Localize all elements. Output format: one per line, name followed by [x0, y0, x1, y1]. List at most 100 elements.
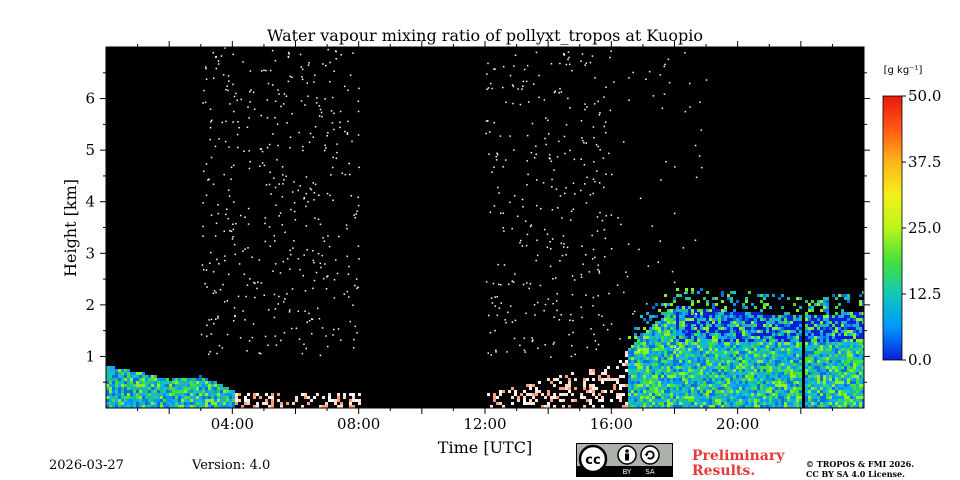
heatmap-cell	[679, 357, 682, 360]
noise-dot	[559, 62, 561, 65]
heatmap-cell	[583, 381, 586, 384]
heatmap-cell	[118, 396, 121, 399]
heatmap-cell	[658, 402, 661, 405]
heatmap-cell	[823, 405, 826, 408]
noise-dot	[638, 248, 640, 251]
heatmap-cell	[745, 318, 748, 321]
noise-dot	[488, 153, 490, 155]
heatmap-cell	[673, 378, 676, 381]
heatmap-cell	[778, 339, 781, 342]
heatmap-cell	[679, 324, 682, 327]
heatmap-cell	[160, 387, 163, 390]
noise-dot	[616, 284, 619, 286]
heatmap-cell	[634, 357, 637, 360]
heatmap-cell	[817, 348, 820, 351]
heatmap-cell	[814, 345, 817, 348]
heatmap-cell	[856, 321, 859, 324]
heatmap-cell	[826, 318, 829, 321]
heatmap-cell	[850, 345, 853, 348]
heatmap-cell	[754, 321, 757, 324]
heatmap-cell	[694, 342, 697, 345]
heatmap-cell	[694, 309, 697, 312]
heatmap-cell	[661, 345, 664, 348]
noise-dot	[519, 103, 522, 106]
heatmap-cell	[715, 390, 718, 393]
noise-dot	[597, 268, 599, 271]
heatmap-cell	[781, 360, 784, 363]
heatmap-cell	[739, 342, 742, 345]
heatmap-cell	[853, 402, 856, 405]
noise-dot	[521, 198, 524, 201]
heatmap-cell	[751, 324, 754, 327]
heatmap-cell	[679, 351, 682, 354]
heatmap-cell	[652, 360, 655, 363]
heatmap-cell	[829, 318, 832, 321]
heatmap-cell	[859, 339, 862, 342]
heatmap-cell	[106, 390, 109, 393]
heatmap-cell	[646, 342, 649, 345]
noise-dot	[242, 61, 244, 63]
heatmap-cell	[718, 333, 721, 336]
heatmap-cell	[637, 387, 640, 390]
noise-dot	[333, 70, 335, 73]
noise-dot	[348, 162, 350, 165]
heatmap-cell	[145, 378, 148, 381]
noise-dot	[331, 122, 334, 124]
heatmap-cell	[784, 360, 787, 363]
noise-dot	[340, 54, 342, 56]
heatmap-cell	[841, 312, 844, 315]
heatmap-cell	[670, 369, 673, 372]
heatmap-cell	[748, 405, 751, 408]
heatmap-cell	[838, 393, 841, 396]
heatmap-cell	[136, 402, 139, 405]
heatmap-cell	[172, 390, 175, 393]
heatmap-cell	[658, 399, 661, 402]
heatmap-cell	[817, 336, 820, 339]
heatmap-cell	[670, 375, 673, 378]
noise-dot	[592, 192, 594, 195]
heatmap-cell	[673, 390, 676, 393]
heatmap-cell	[829, 336, 832, 339]
heatmap-cell	[706, 393, 709, 396]
heatmap-cell	[769, 360, 772, 363]
heatmap-cell	[688, 405, 691, 408]
noise-dot	[603, 96, 605, 98]
noise-dot	[277, 303, 280, 305]
heatmap-cell	[655, 375, 658, 378]
heatmap-cell	[724, 369, 727, 372]
heatmap-cell	[745, 390, 748, 393]
noise-dot	[495, 159, 498, 161]
heatmap-cell	[340, 402, 343, 405]
heatmap-cell	[766, 327, 769, 330]
noise-dot	[659, 240, 662, 242]
heatmap-cell	[328, 399, 331, 402]
heatmap-cell	[751, 369, 754, 372]
noise-dot	[509, 305, 512, 307]
noise-dot	[286, 293, 288, 295]
noise-dot	[632, 71, 634, 74]
heatmap-cell	[808, 324, 811, 327]
heatmap-cell	[205, 378, 208, 381]
heatmap-cell	[751, 351, 754, 354]
heatmap-cell	[850, 318, 853, 321]
heatmap-cell	[760, 363, 763, 366]
heatmap-cell	[793, 336, 796, 339]
heatmap-cell	[829, 369, 832, 372]
heatmap-cell	[697, 321, 700, 324]
noise-dot	[531, 340, 534, 343]
heatmap-cell	[844, 315, 847, 318]
heatmap-cell	[202, 390, 205, 393]
heatmap-cell	[703, 315, 706, 318]
noise-dot	[538, 74, 540, 77]
heatmap-cell	[640, 339, 643, 342]
heatmap-cell	[727, 336, 730, 339]
heatmap-cell	[775, 351, 778, 354]
heatmap-cell	[757, 390, 760, 393]
heatmap-cell	[694, 363, 697, 366]
heatmap-cell	[721, 369, 724, 372]
heatmap-cell	[829, 381, 832, 384]
heatmap-cell	[799, 363, 802, 366]
heatmap-cell	[814, 384, 817, 387]
heatmap-cell	[718, 402, 721, 405]
heatmap-cell	[766, 405, 769, 408]
